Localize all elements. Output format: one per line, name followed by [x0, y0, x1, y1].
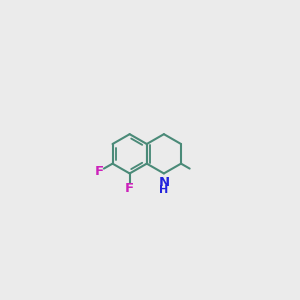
- Text: H: H: [159, 184, 169, 195]
- Text: N: N: [158, 176, 169, 189]
- Text: F: F: [95, 165, 104, 178]
- Text: F: F: [125, 182, 134, 195]
